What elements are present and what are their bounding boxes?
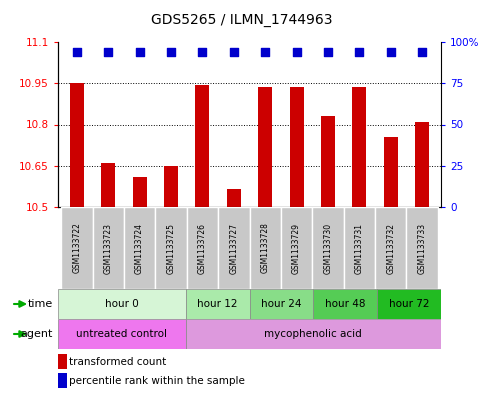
Point [199,49,206,55]
Bar [218,207,250,289]
Text: GSM1133728: GSM1133728 [261,222,270,274]
Text: GSM1133724: GSM1133724 [135,222,144,274]
Bar [70,83,84,207]
Bar [58,319,185,349]
Point [73,49,81,55]
Point [230,49,238,55]
Text: percentile rank within the sample: percentile rank within the sample [70,376,245,386]
Text: GDS5265 / ILMN_1744963: GDS5265 / ILMN_1744963 [151,13,332,27]
Bar [375,207,407,289]
Bar [164,166,178,207]
Text: GSM1133727: GSM1133727 [229,222,238,274]
Bar [185,289,250,319]
Bar [58,354,67,369]
Bar [250,207,281,289]
Text: agent: agent [21,329,53,339]
Point [324,49,332,55]
Text: mycophenolic acid: mycophenolic acid [265,329,362,339]
Bar [384,137,398,207]
Text: hour 12: hour 12 [198,299,238,309]
Bar [195,85,210,207]
Text: GSM1133733: GSM1133733 [418,222,426,274]
Bar [101,163,115,207]
Text: GSM1133725: GSM1133725 [167,222,175,274]
Bar [58,289,185,319]
Point [387,49,395,55]
Bar [187,207,218,289]
Text: GSM1133732: GSM1133732 [386,222,395,274]
Text: GSM1133731: GSM1133731 [355,222,364,274]
Bar [61,207,93,289]
Text: GSM1133726: GSM1133726 [198,222,207,274]
Point [293,49,300,55]
Point [104,49,112,55]
Text: hour 48: hour 48 [325,299,366,309]
Bar [227,189,241,207]
Text: GSM1133723: GSM1133723 [104,222,113,274]
Point [261,49,269,55]
Bar [415,122,429,207]
Bar [156,207,187,289]
Text: hour 0: hour 0 [105,299,139,309]
Bar [250,289,313,319]
Bar [407,207,438,289]
Text: hour 24: hour 24 [261,299,302,309]
Point [418,49,426,55]
Bar [313,207,344,289]
Text: GSM1133722: GSM1133722 [72,222,81,274]
Text: hour 72: hour 72 [389,299,429,309]
Text: transformed count: transformed count [70,357,167,367]
Bar [377,289,441,319]
Bar [185,319,441,349]
Text: GSM1133729: GSM1133729 [292,222,301,274]
Text: untreated control: untreated control [76,329,167,339]
Bar [132,177,147,207]
Bar [313,289,377,319]
Text: time: time [28,299,53,309]
Bar [321,116,335,207]
Bar [258,87,272,207]
Point [167,49,175,55]
Point [355,49,363,55]
Bar [281,207,313,289]
Bar [344,207,375,289]
Bar [58,373,67,388]
Bar [93,207,124,289]
Bar [124,207,156,289]
Point [136,49,143,55]
Text: GSM1133730: GSM1133730 [324,222,332,274]
Bar [352,87,367,207]
Bar [289,87,304,207]
